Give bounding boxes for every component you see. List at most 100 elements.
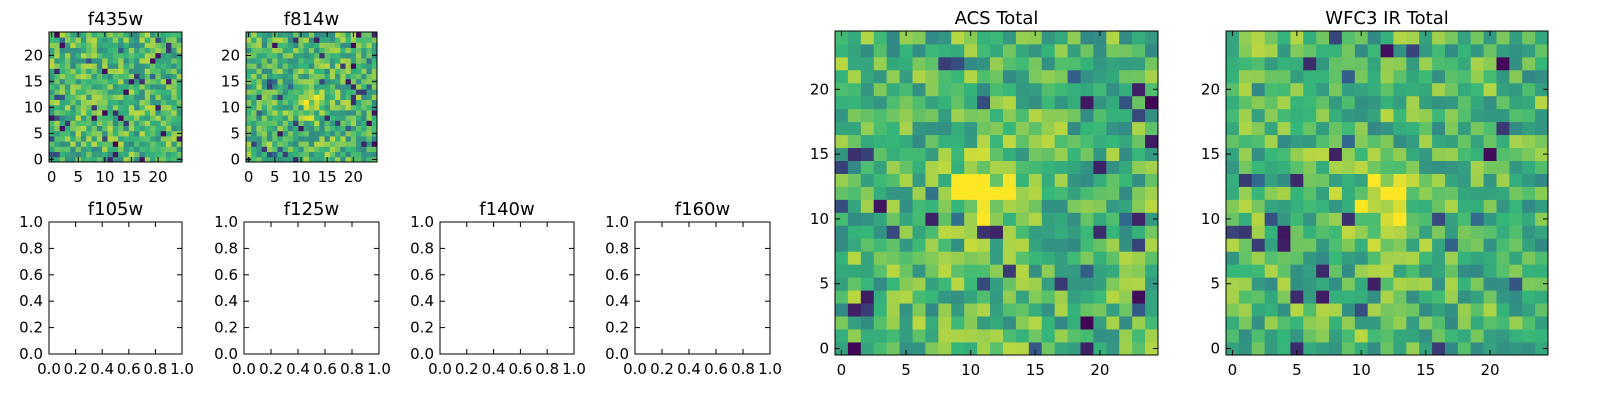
heatmap-cell <box>1393 342 1407 356</box>
heatmap-cell <box>1393 329 1407 343</box>
heatmap-cell <box>1329 303 1343 317</box>
heatmap-cell <box>102 104 108 111</box>
heatmap-cell <box>1002 134 1017 149</box>
heatmap-cell <box>350 58 357 64</box>
heatmap-cell <box>314 94 320 100</box>
heatmap-cell <box>1226 225 1240 239</box>
heatmap-cell <box>1457 212 1472 226</box>
heatmap-cell <box>335 136 341 142</box>
heatmap-cell <box>308 146 315 152</box>
heatmap-cell <box>59 130 66 137</box>
heatmap-cell <box>925 342 939 356</box>
heatmap-cell <box>128 99 135 106</box>
heatmap-cell <box>340 104 346 111</box>
heatmap-cell <box>1354 251 1369 265</box>
heatmap-cell <box>1496 82 1510 97</box>
heatmap-cell <box>256 42 263 48</box>
x-tick-label: 0.8 <box>731 360 755 378</box>
heatmap-cell <box>272 84 278 90</box>
heatmap-cell <box>1041 160 1056 174</box>
heatmap-cell <box>1067 121 1081 136</box>
heatmap-cell <box>925 56 939 71</box>
heatmap-cell <box>144 73 151 80</box>
heatmap-cell <box>308 125 315 132</box>
heatmap-cell <box>144 68 151 74</box>
heatmap-cell <box>340 99 346 106</box>
heatmap-cell <box>1041 121 1056 136</box>
heatmap-cell <box>314 63 320 69</box>
heatmap-cell <box>1132 147 1146 161</box>
heatmap-cell <box>293 130 299 137</box>
heatmap-cell <box>860 212 875 226</box>
heatmap-cell <box>144 78 151 85</box>
heatmap-cell <box>1041 82 1056 97</box>
heatmap-cell <box>1080 186 1094 200</box>
axes-frame <box>1225 30 1549 356</box>
heatmap-cell <box>1535 199 1549 213</box>
heatmap-cell <box>938 121 952 136</box>
axes-frame <box>48 221 183 355</box>
heatmap-cell <box>990 316 1004 330</box>
heatmap-cell <box>64 104 71 111</box>
heatmap-cell <box>261 89 268 95</box>
heatmap-cell <box>1393 277 1407 291</box>
heatmap-cell <box>1329 212 1343 226</box>
heatmap-cell <box>166 99 172 106</box>
heatmap-cell <box>91 42 98 48</box>
heatmap-cell <box>54 120 61 126</box>
heatmap-cell <box>171 32 178 38</box>
heatmap-cell <box>873 43 888 58</box>
heatmap-cell <box>308 78 315 85</box>
heatmap-cell <box>1341 56 1356 71</box>
heatmap-cell <box>938 277 952 291</box>
heatmap-cell <box>366 78 373 85</box>
heatmap-cell <box>977 69 991 84</box>
heatmap-cell <box>150 78 156 85</box>
heatmap-cell <box>1470 316 1484 330</box>
x-tick-label: 0.4 <box>90 360 114 378</box>
heatmap-cell <box>1041 56 1056 71</box>
heatmap-cell <box>102 68 108 74</box>
heatmap-cell <box>1522 43 1536 58</box>
heatmap-cell <box>1145 212 1159 226</box>
heatmap-cell <box>246 151 252 158</box>
heatmap-cell <box>1406 264 1420 278</box>
heatmap-cell <box>350 136 357 142</box>
heatmap-cell <box>1522 95 1536 110</box>
heatmap-cell <box>1457 108 1472 123</box>
heatmap-cell <box>86 37 92 43</box>
heatmap-cell <box>150 52 156 59</box>
heatmap-cell <box>102 141 108 147</box>
heatmap-cell <box>150 141 156 147</box>
heatmap-cell <box>319 146 325 152</box>
y-tick-label: 0.8 <box>410 239 434 257</box>
heatmap-cell <box>150 151 156 158</box>
heatmap-cell <box>96 136 103 142</box>
heatmap-cell <box>150 94 156 100</box>
heatmap-cell <box>361 125 367 132</box>
heatmap-cell <box>96 110 103 116</box>
heatmap-cell <box>1509 160 1523 174</box>
heatmap-cell <box>1132 173 1146 187</box>
heatmap-cell <box>964 173 978 187</box>
heatmap-cell <box>1054 212 1068 226</box>
heatmap-cell <box>1277 173 1291 187</box>
heatmap-cell <box>303 94 310 100</box>
heatmap-cell <box>860 160 875 174</box>
heatmap-cell <box>860 329 875 343</box>
heatmap-cell <box>134 130 140 137</box>
heatmap-cell <box>139 84 146 90</box>
heatmap-cell <box>1251 186 1266 200</box>
heatmap-cell <box>835 316 849 330</box>
heatmap-cell <box>1226 31 1240 45</box>
y-tick-label: 0.4 <box>410 292 434 310</box>
heatmap-cell <box>166 73 172 80</box>
heatmap-cell <box>990 199 1004 213</box>
heatmap-cell <box>1444 95 1459 110</box>
heatmap-cell <box>91 63 98 69</box>
heatmap-cell <box>134 42 140 48</box>
heatmap-cell <box>261 125 268 132</box>
heatmap-cell <box>1015 186 1030 200</box>
heatmap-cell <box>366 136 373 142</box>
